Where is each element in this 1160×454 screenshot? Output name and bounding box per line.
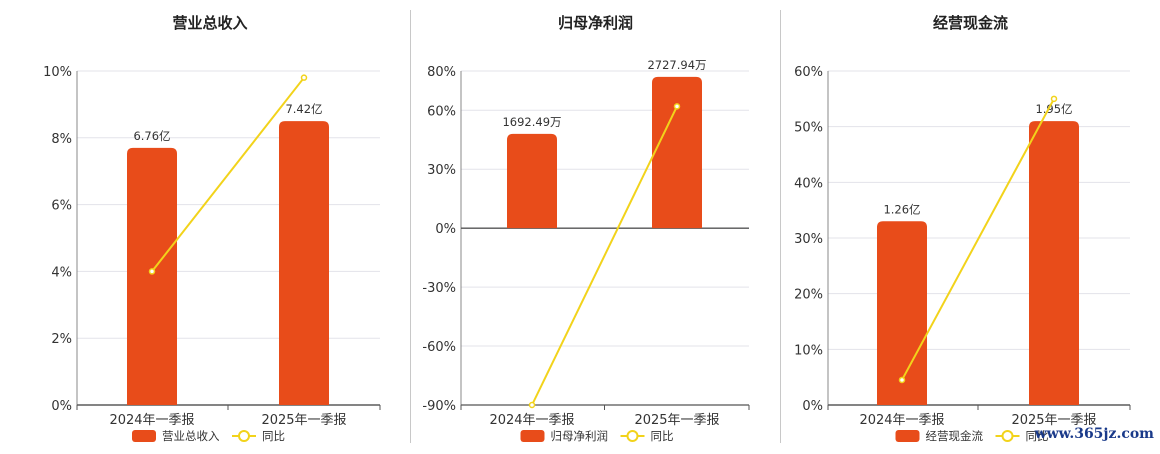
y-tick-label: 8% — [51, 132, 72, 147]
legend-bar-swatch[interactable] — [132, 430, 156, 442]
y-tick-label: 30% — [427, 163, 456, 178]
line-series — [531, 105, 678, 406]
net-profit-chart-panel: 归母净利润 -90% -60% -30% 0% 30% 60% 80% 2024年一季报 2025… — [411, 0, 780, 450]
y-tick-label: 30% — [794, 232, 823, 247]
legend-line-marker — [626, 430, 639, 442]
chart-title: 经营现金流 — [933, 14, 1008, 32]
x-category-label: 2024年一季报 — [859, 413, 944, 428]
y-tick-label: 6% — [51, 199, 72, 214]
revenue-chart-panel: 营业总收入 0% 2% 4% 6% 8% 10% 2024年一季报 2025年一季报 6.76亿 7… — [0, 0, 410, 450]
y-tick-label: 2% — [51, 332, 72, 347]
x-category-label: 2024年一季报 — [109, 413, 194, 428]
legend-bar-swatch[interactable] — [520, 430, 545, 442]
bar-data-label: 6.76亿 — [133, 129, 170, 143]
bar[interactable] — [279, 121, 329, 405]
legend-line-marker — [238, 430, 250, 442]
x-category-label: 2025年一季报 — [1011, 413, 1096, 428]
legend-bar-label[interactable]: 营业总收入 — [162, 429, 220, 443]
legend-line-label[interactable]: 同比 — [262, 429, 285, 443]
y-tick-label: 0% — [435, 222, 456, 237]
legend-line-marker — [1001, 430, 1014, 442]
y-tick-label: 60% — [427, 104, 456, 119]
bar[interactable] — [127, 147, 177, 405]
x-category-label: 2024年一季报 — [489, 413, 574, 428]
y-tick-label: 80% — [427, 65, 456, 80]
line-point[interactable] — [148, 268, 156, 275]
bar-data-label: 2727.94万 — [647, 58, 706, 72]
line-point[interactable] — [528, 401, 536, 409]
legend-bar-label[interactable]: 归母净利润 — [551, 429, 609, 443]
legend-bar-swatch[interactable] — [895, 430, 920, 442]
cash-flow-chart-panel: 经营现金流 0% 10% 20% 30% 40% 50% 60% 2024年一季报 2025年一季… — [781, 0, 1160, 450]
bar-data-label: 1.95亿 — [1035, 102, 1072, 116]
bar-data-label: 1692.49万 — [502, 115, 561, 129]
legend-line-label[interactable]: 同比 — [1026, 429, 1049, 443]
line-point[interactable] — [300, 74, 308, 81]
y-tick-label: 4% — [51, 265, 72, 280]
line-point[interactable] — [898, 376, 906, 384]
chart-title: 营业总收入 — [172, 14, 247, 32]
panel-divider — [780, 10, 781, 443]
chart-title: 归母净利润 — [558, 14, 633, 32]
watermark: www.365jz.com — [1034, 426, 1154, 442]
y-tick-label: 10% — [43, 65, 72, 80]
chart-svg: 归母净利润 -90% -60% -30% 0% 30% 60% 80% 2024年一季报 2025… — [422, 14, 750, 443]
bar[interactable] — [877, 221, 927, 405]
line-series — [151, 77, 305, 273]
x-category-label: 2025年一季报 — [261, 413, 346, 428]
bar-data-label: 7.42亿 — [285, 102, 322, 116]
bar-data-label: 1.26亿 — [883, 202, 920, 216]
x-category-label: 2025年一季报 — [634, 413, 719, 428]
y-tick-label: 60% — [794, 65, 823, 80]
y-tick-label: 20% — [794, 288, 823, 303]
bar[interactable] — [507, 133, 557, 229]
line-series — [901, 98, 1055, 381]
legend-line-label[interactable]: 同比 — [651, 429, 674, 443]
y-tick-label: 10% — [794, 343, 823, 358]
y-tick-label: -90% — [422, 399, 456, 414]
line-point[interactable] — [673, 103, 681, 110]
y-tick-label: -30% — [422, 281, 456, 296]
line-point[interactable] — [1050, 95, 1058, 103]
y-tick-label: 0% — [802, 399, 823, 414]
y-tick-label: 0% — [51, 399, 72, 414]
legend-bar-label[interactable]: 经营现金流 — [926, 429, 984, 443]
y-tick-label: -60% — [422, 340, 456, 355]
y-tick-label: 40% — [794, 176, 823, 191]
bar[interactable] — [1029, 121, 1079, 405]
chart-svg: 营业总收入 0% 2% 4% 6% 8% 10% 2024年一季报 2025年一季报 6.76亿 7… — [43, 14, 381, 443]
bar[interactable] — [652, 76, 702, 229]
chart-svg: 经营现金流 0% 10% 20% 30% 40% 50% 60% 2024年一季报 2025年一季… — [794, 14, 1131, 443]
y-tick-label: 50% — [794, 121, 823, 136]
panel-divider — [410, 10, 411, 443]
